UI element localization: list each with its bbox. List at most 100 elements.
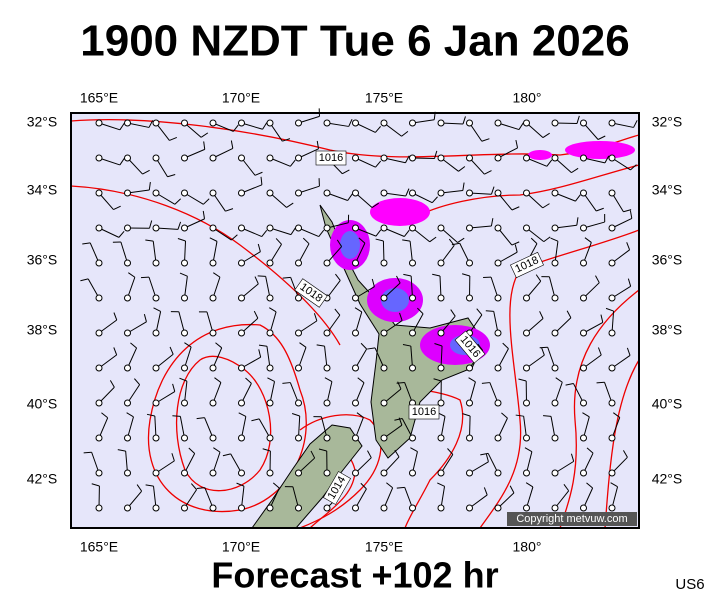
barb-staff: [120, 241, 128, 264]
barb-feather: [582, 412, 590, 418]
barb-staff: [611, 486, 619, 509]
barb-station: [580, 434, 587, 442]
barb-station: [551, 119, 559, 127]
barb-feather: [375, 238, 384, 242]
barb-staff: [241, 157, 256, 176]
barb-staff: [204, 417, 214, 439]
barb-station: [95, 364, 103, 372]
barb-staff: [230, 453, 242, 474]
barb-station: [580, 259, 587, 267]
barb-station: [409, 329, 416, 337]
barb-staff: [383, 388, 402, 404]
barb-station: [238, 504, 245, 512]
barb-station: [580, 399, 587, 407]
barb-station: [209, 329, 217, 337]
barb-staff: [298, 243, 310, 264]
barb-station: [124, 259, 131, 267]
barb-staff: [98, 417, 109, 439]
barb-staff: [412, 227, 430, 243]
lat-label: 32°S: [652, 114, 683, 130]
barb-staff: [184, 453, 196, 474]
barb-feather: [375, 126, 381, 133]
barb-feather: [179, 377, 188, 382]
barb-feather: [518, 378, 527, 382]
barb-feather: [543, 415, 552, 417]
barb-staff: [526, 122, 544, 138]
barb-staff: [440, 315, 456, 334]
isobar-label: 1016: [408, 404, 440, 420]
barb-feather: [550, 237, 559, 242]
barb-staff: [355, 192, 373, 208]
barb-station: [494, 154, 502, 162]
barb-feather: [258, 349, 262, 358]
barb-station: [523, 469, 530, 477]
barb-staff: [326, 280, 341, 299]
barb-staff: [440, 245, 455, 264]
barb-staff: [469, 314, 483, 334]
barb-feather: [200, 132, 209, 138]
barb-feather: [542, 132, 550, 138]
barb-station: [494, 294, 502, 302]
barb-feather: [117, 449, 126, 452]
barb-feather: [196, 417, 205, 420]
barb-feather: [476, 308, 483, 316]
barb-station: [323, 469, 331, 477]
barb-staff: [554, 382, 563, 404]
barb-feather: [282, 276, 291, 279]
barb-feather: [596, 381, 605, 384]
barb-staff: [298, 320, 318, 334]
barb-staff: [469, 192, 492, 195]
barb-station: [494, 434, 502, 442]
barb-station: [409, 259, 416, 267]
barb-staff: [583, 487, 594, 509]
lat-label: 42°S: [652, 471, 683, 487]
barb-staff: [241, 486, 245, 509]
barb-station: [266, 294, 274, 302]
barb-station: [466, 224, 473, 232]
barb-feather: [275, 238, 282, 245]
barb-station: [95, 259, 103, 267]
barb-station: [608, 294, 616, 302]
barb-staff: [383, 487, 394, 509]
map-area: [71, 113, 639, 528]
lon-label: 170°E: [222, 90, 260, 106]
barb-staff: [526, 227, 545, 243]
isobar-label-box: [510, 251, 544, 279]
barb-station: [181, 504, 188, 512]
barb-station: [551, 329, 559, 337]
barb-feather: [290, 227, 296, 235]
barb-feather: [230, 140, 234, 149]
barb-feather: [542, 203, 550, 209]
barb-feather: [447, 448, 454, 455]
barb-feather: [597, 347, 602, 356]
barb-station: [352, 294, 359, 302]
barb-staff: [212, 122, 234, 132]
barb-staff: [355, 227, 377, 237]
barb-feather: [525, 482, 534, 488]
barb-staff: [611, 456, 628, 474]
barb-staff: [604, 382, 613, 404]
barb-feather: [184, 342, 192, 348]
barb-station: [95, 469, 103, 477]
barb-station: [551, 294, 559, 302]
wind-barbs: [80, 108, 638, 512]
barb-station: [266, 504, 274, 512]
barb-station: [323, 434, 331, 442]
barb-staff: [497, 192, 513, 211]
barb-feather: [238, 412, 247, 417]
barb-feather: [310, 450, 316, 459]
barb-station: [124, 399, 131, 407]
barb-feather: [565, 382, 574, 386]
barb-station: [266, 259, 274, 267]
barb-station: [152, 504, 160, 512]
barb-station: [551, 469, 559, 477]
barb-station: [437, 224, 445, 232]
barb-staff: [355, 122, 376, 133]
barb-staff: [298, 185, 320, 194]
barb-staff: [611, 217, 633, 229]
barb-feather: [576, 217, 579, 226]
barb-station: [209, 294, 217, 302]
barb-station: [494, 504, 502, 512]
barb-feather: [145, 484, 154, 487]
barb-feather: [399, 312, 403, 321]
